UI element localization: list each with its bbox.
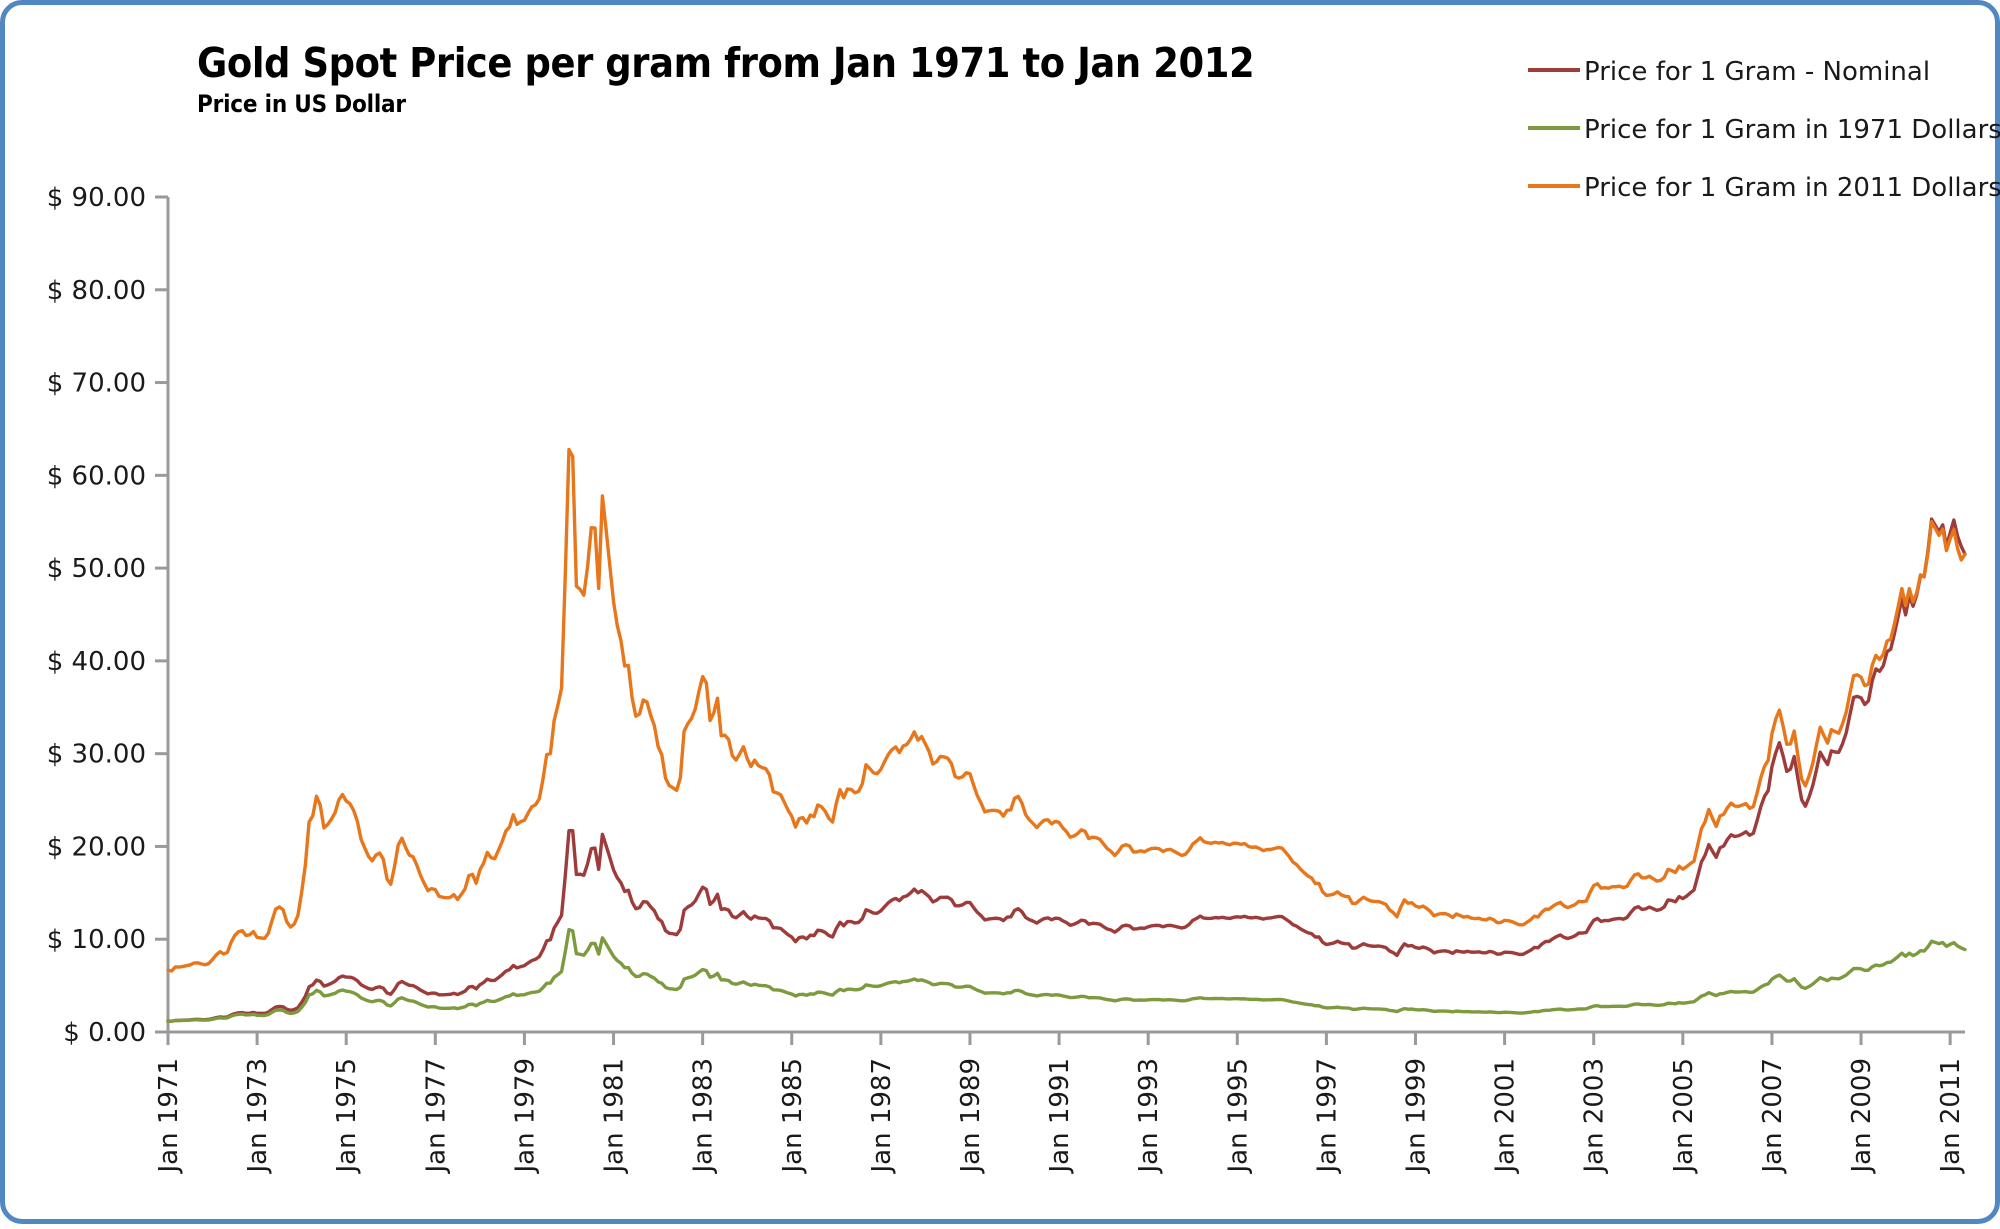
legend-label: Price for 1 Gram in 1971 Dollars [1584,115,2000,145]
y-tick-label: $ 60.00 [47,461,146,491]
chart-legend: Price for 1 Gram - Nominal Price for 1 Gr… [1528,57,2000,203]
x-tick-label: Jan 2001 [1491,1058,1521,1175]
series-line [166,447,1967,973]
x-tick-label: Jan 1981 [600,1058,630,1175]
x-axis: Jan 1971 Jan 1973 Jan 1975 Jan 1977 Jan 1979… [154,1030,1966,1175]
x-tick-label: Jan 2005 [1669,1058,1699,1175]
page-title: Gold Spot Price per gram from Jan 1971 t… [197,39,1254,87]
y-tick-label: $ 40.00 [47,647,146,677]
y-tick-label: $ 0.00 [63,1018,146,1048]
x-tick-label: Jan 1993 [1134,1058,1164,1175]
y-tick-label: $ 30.00 [47,740,146,770]
x-tick-label: Jan 1975 [332,1058,362,1175]
x-tick-label: Jan 1979 [510,1058,540,1175]
x-tick-label: Jan 1977 [421,1058,451,1175]
legend-label: Price for 1 Gram in 2011 Dollars [1584,173,2000,203]
x-tick-label: Jan 2007 [1758,1058,1788,1175]
x-tick-label: Jan 1983 [689,1058,719,1175]
series-line [166,927,1967,1023]
legend-label: Price for 1 Gram - Nominal [1584,57,1930,87]
chart-canvas: Gold Spot Price per gram from Jan 1971 t… [47,39,2000,1175]
x-tick-label: Jan 1971 [154,1058,184,1175]
x-tick-label: Jan 2009 [1847,1058,1877,1175]
x-tick-label: Jan 1987 [867,1058,897,1175]
x-tick-label: Jan 1989 [956,1058,986,1175]
page-subtitle: Price in US Dollar [197,90,406,118]
y-tick-label: $ 70.00 [47,369,146,399]
y-tick-label: $ 80.00 [47,276,146,306]
y-tick-label: $ 50.00 [47,554,146,584]
y-tick-label: $ 20.00 [47,832,146,862]
x-tick-label: Jan 2011 [1936,1058,1966,1175]
x-tick-label: Jan 1999 [1402,1058,1432,1175]
y-tick-label: $ 10.00 [47,925,146,955]
x-tick-label: Jan 1997 [1312,1058,1342,1175]
series-lines [166,447,1967,1023]
series-line [166,517,1967,1023]
x-tick-label: Jan 1985 [778,1058,808,1175]
x-tick-label: Jan 2003 [1580,1058,1610,1175]
x-tick-label: Jan 1995 [1223,1058,1253,1175]
y-tick-label: $ 90.00 [47,183,146,213]
x-tick-label: Jan 1991 [1045,1058,1075,1175]
x-tick-label: Jan 1973 [243,1058,273,1175]
y-axis: $ 90.00 $ 80.00 $ 70.00 $ 60.00 $ 50.00 $ 40.… [47,183,170,1048]
